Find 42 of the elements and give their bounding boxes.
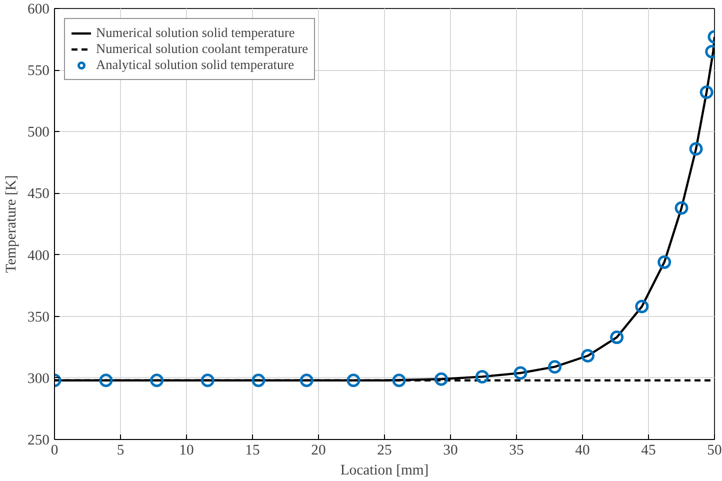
x-tick-label: 15 [245,442,260,458]
legend-label: Analytical solution solid temperature [96,57,294,73]
x-tick-label: 5 [116,442,124,458]
point [658,255,672,269]
point [689,142,703,156]
point [99,374,113,388]
y-tick-label: 450 [28,186,50,202]
y-tick-label: 300 [28,370,50,387]
x-tick-label: 20 [311,442,326,458]
point [514,366,528,380]
y-tick-label: 550 [28,63,50,80]
y-axis-title: Temperature [K] [4,175,20,273]
point [635,300,649,314]
point [674,201,688,215]
y-tick-label: 400 [28,248,50,264]
y-tick-label: 500 [28,124,50,141]
x-tick-label: 45 [641,442,656,458]
point [434,372,448,386]
y-tick-label: 350 [28,309,50,326]
x-tick-label: 35 [509,442,524,458]
x-tick-label: 50 [707,442,722,458]
x-tick-label: 0 [50,442,58,458]
x-axis-title: Location [mm] [340,462,429,478]
point [252,374,266,388]
x-tick-label: 40 [575,442,590,458]
y-tick-label: 250 [28,432,50,448]
point [700,86,714,99]
point [200,374,214,388]
y-tick-label: 600 [28,2,50,18]
point [346,374,360,388]
point [300,374,314,388]
x-tick-label: 25 [377,442,392,458]
x-tick-label: 30 [443,442,458,458]
point [392,374,406,388]
legend-label: Numerical solution coolant temperature [96,41,308,57]
point [475,370,489,384]
legend-label: Numerical solution solid temperature [96,25,295,41]
point [150,374,164,388]
point [610,330,624,344]
point [581,349,595,362]
point [548,360,562,374]
x-tick-label: 10 [179,442,194,458]
